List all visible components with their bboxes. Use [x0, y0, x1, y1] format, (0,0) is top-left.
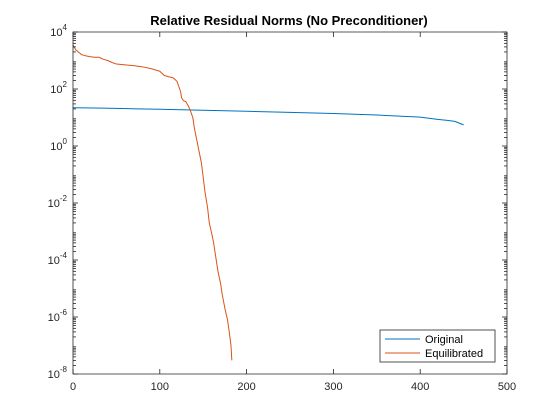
x-tick-label: 400: [411, 381, 429, 393]
series-line-equilibrated: [72, 44, 233, 361]
legend-box: [379, 329, 496, 363]
y-tick-label: 104: [50, 23, 67, 39]
x-axis-ticks: 0 100 200 300 400 500: [70, 32, 516, 393]
y-tick-label: 100: [50, 137, 67, 153]
series-line-original: [72, 107, 464, 126]
series-layer: [72, 44, 464, 361]
y-tick-label: 10-6: [48, 308, 68, 324]
plot-area: [73, 32, 507, 374]
x-tick-label: 0: [70, 381, 76, 393]
x-tick-label: 200: [237, 381, 255, 393]
y-tick-label: 10-2: [48, 194, 68, 210]
y-tick-label: 10-8: [48, 365, 68, 381]
y-tick-label: 10-4: [48, 251, 68, 267]
y-tick-label: 102: [50, 80, 67, 96]
x-tick-label: 300: [324, 381, 342, 393]
legend-label: Equilibrated: [425, 348, 483, 360]
x-tick-label: 100: [151, 381, 169, 393]
y-axis-ticks: 10-8 10-6 10-4 10-2 100 102 104: [48, 23, 507, 381]
chart-title: Relative Residual Norms (No Precondition…: [150, 13, 427, 28]
x-tick-label: 500: [498, 381, 516, 393]
legend-label: Original: [425, 334, 463, 346]
legend: Original Equilibrated: [379, 329, 496, 363]
